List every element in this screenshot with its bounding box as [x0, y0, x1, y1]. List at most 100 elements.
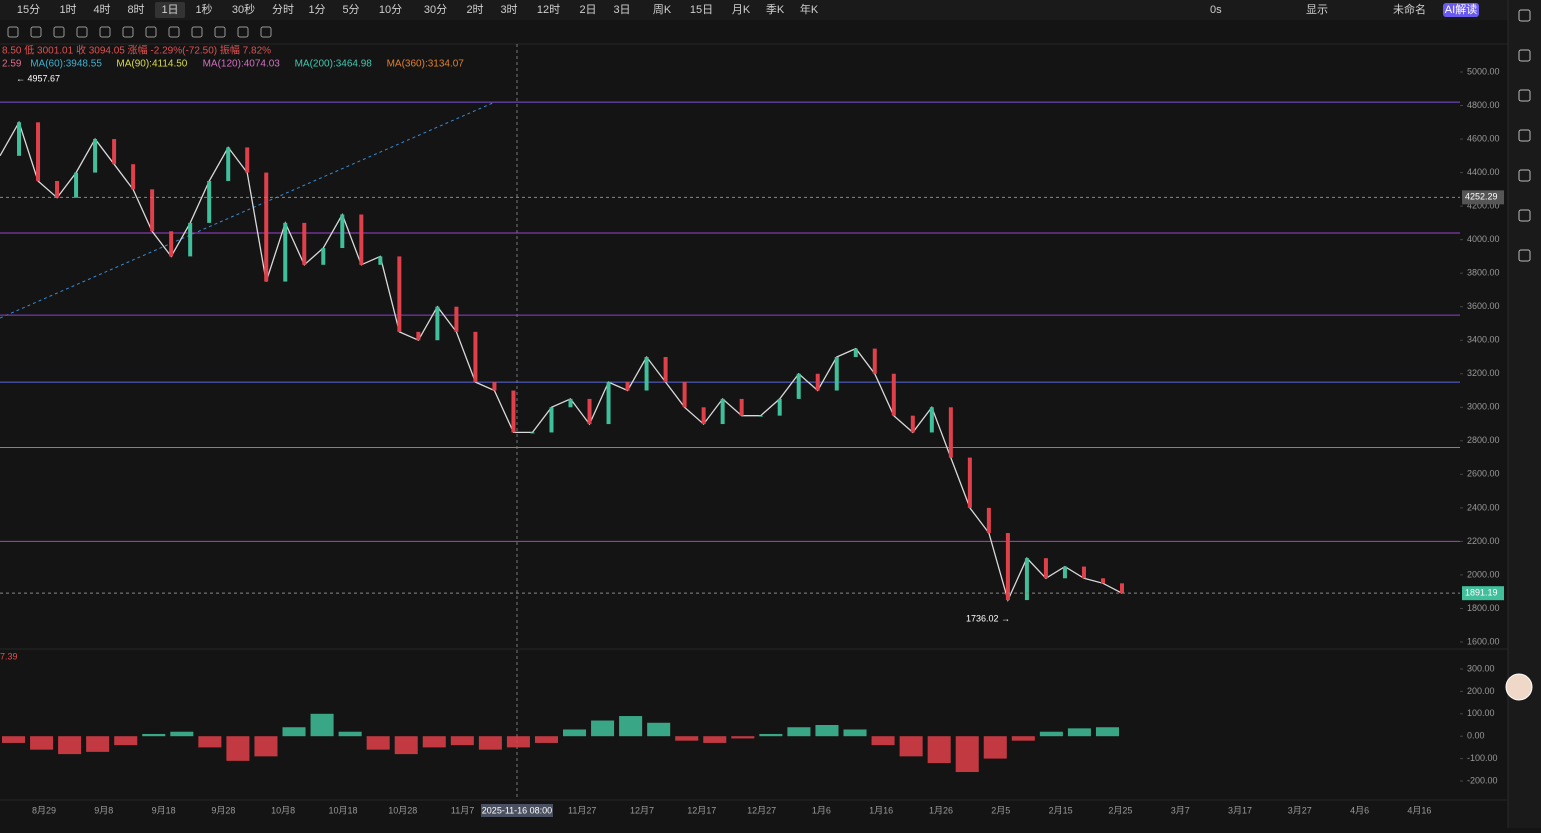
- interval-tab[interactable]: 1秒: [195, 2, 212, 16]
- tool-icon[interactable]: [237, 26, 249, 38]
- macd-bar: [366, 736, 390, 750]
- side-icon[interactable]: [1518, 129, 1531, 142]
- toolbar-right[interactable]: 显示: [1306, 3, 1328, 16]
- interval-tab[interactable]: 10分: [379, 3, 402, 16]
- interval-tab[interactable]: 30秒: [232, 2, 255, 16]
- side-icon[interactable]: [1518, 249, 1531, 262]
- interval-tab[interactable]: 5分: [342, 3, 359, 16]
- tool-icon[interactable]: [122, 26, 134, 38]
- macd-bar: [198, 736, 222, 748]
- y-tick-label: 2000.00: [1467, 569, 1500, 579]
- tool-icon[interactable]: [145, 26, 157, 38]
- side-icon[interactable]: [1518, 49, 1531, 62]
- active-tab: [155, 2, 185, 18]
- macd-bar: [450, 736, 474, 746]
- x-tick-label: 2月5: [991, 805, 1010, 815]
- price-candle: [340, 214, 345, 249]
- tool-icon[interactable]: [99, 26, 111, 38]
- tool-icon[interactable]: [76, 26, 88, 38]
- x-tick-label: 10月8: [271, 805, 295, 815]
- price-candle: [283, 222, 288, 282]
- macd-tick-label: 200.00: [1467, 686, 1495, 696]
- price-candle: [131, 164, 136, 190]
- macd-bar: [1039, 731, 1063, 737]
- tool-icon[interactable]: [30, 26, 42, 38]
- price-candle: [967, 457, 972, 508]
- interval-tab[interactable]: 季K: [766, 3, 785, 16]
- interval-tab[interactable]: 年K: [800, 2, 819, 16]
- price-candle: [948, 407, 953, 458]
- interval-tab[interactable]: 15分: [17, 3, 40, 16]
- x-tick-label: 4月16: [1407, 805, 1431, 815]
- interval-tab[interactable]: 30分: [424, 3, 447, 16]
- tool-icon[interactable]: [214, 26, 226, 38]
- interval-tab[interactable]: 4时: [93, 3, 110, 16]
- interval-tab[interactable]: 3时: [500, 3, 517, 16]
- price-candle: [720, 398, 725, 425]
- price-candle: [625, 382, 630, 391]
- tool-icon[interactable]: [191, 26, 203, 38]
- x-tick-label: 10月28: [388, 805, 417, 815]
- x-tick-label: 12月17: [687, 805, 716, 815]
- interval-tab[interactable]: 3日: [613, 4, 630, 16]
- price-candle: [321, 248, 326, 265]
- macd-bar: [703, 736, 727, 743]
- macd-bar: [1067, 728, 1091, 737]
- interval-tab[interactable]: 12时: [537, 3, 560, 16]
- ai-button[interactable]: [1443, 3, 1479, 17]
- macd-bar: [591, 720, 615, 737]
- interval-tab[interactable]: 1日: [161, 4, 178, 16]
- side-icon[interactable]: [1518, 89, 1531, 102]
- tag-last: [1462, 586, 1504, 601]
- price-candle: [1005, 533, 1010, 601]
- interval-tab[interactable]: 2日: [579, 4, 596, 16]
- x-tick-label: 3月7: [1171, 805, 1190, 815]
- macd-bar: [619, 716, 643, 737]
- macd-bar: [506, 736, 530, 748]
- tool-icon[interactable]: [53, 26, 65, 38]
- side-icon[interactable]: [1518, 169, 1531, 182]
- trend-line: [0, 101, 496, 319]
- price-candle: [606, 382, 611, 425]
- macd-bar: [1095, 727, 1119, 737]
- side-icon[interactable]: [1518, 209, 1531, 222]
- macd-bar: [647, 722, 671, 737]
- macd-bar: [815, 725, 839, 737]
- low-label: 1736.02 →: [966, 614, 1010, 624]
- price-candle: [511, 390, 516, 433]
- interval-tab[interactable]: 周K: [653, 3, 672, 16]
- interval-tab[interactable]: 15日: [690, 4, 713, 16]
- interval-tab[interactable]: 1分: [308, 3, 325, 16]
- toolbar: [0, 0, 1508, 20]
- interval-tab[interactable]: 1时: [59, 3, 76, 16]
- avatar: [1505, 673, 1533, 701]
- tool-icon[interactable]: [168, 26, 180, 38]
- tag-crosshair-label: 4252.29: [1465, 192, 1498, 202]
- x-tick-label: 11月27: [568, 805, 596, 815]
- macd-bar: [927, 736, 951, 764]
- ma-info: MA(90):4114.50: [116, 59, 187, 70]
- x-tick-label: 1月16: [869, 805, 893, 815]
- interval-tab[interactable]: 月K: [732, 4, 751, 16]
- price-candle: [1043, 558, 1048, 579]
- toolbar-right[interactable]: 0s: [1210, 4, 1222, 16]
- price-candle: [74, 172, 79, 198]
- price-candle: [644, 357, 649, 391]
- interval-tab[interactable]: 8时: [127, 3, 144, 16]
- toolbar-right[interactable]: 未命名: [1393, 2, 1426, 16]
- tool-icon[interactable]: [7, 26, 19, 38]
- interval-tab[interactable]: 2时: [466, 3, 483, 16]
- macd-bar: [843, 729, 867, 737]
- interval-tab[interactable]: 分时: [272, 3, 294, 16]
- tool-icon[interactable]: [260, 26, 272, 38]
- price-candle: [473, 331, 478, 383]
- price-candle: [777, 398, 782, 416]
- price-candle: [701, 407, 706, 425]
- price-candle: [891, 373, 896, 416]
- ma-info: MA(120):4074.03: [203, 59, 281, 70]
- side-icon[interactable]: [1518, 9, 1531, 22]
- macd-bar: [226, 736, 250, 761]
- tag-last-label: 1891.19: [1465, 588, 1498, 598]
- price-candle: [1120, 583, 1124, 594]
- y-tick-label: 4600.00: [1467, 133, 1500, 143]
